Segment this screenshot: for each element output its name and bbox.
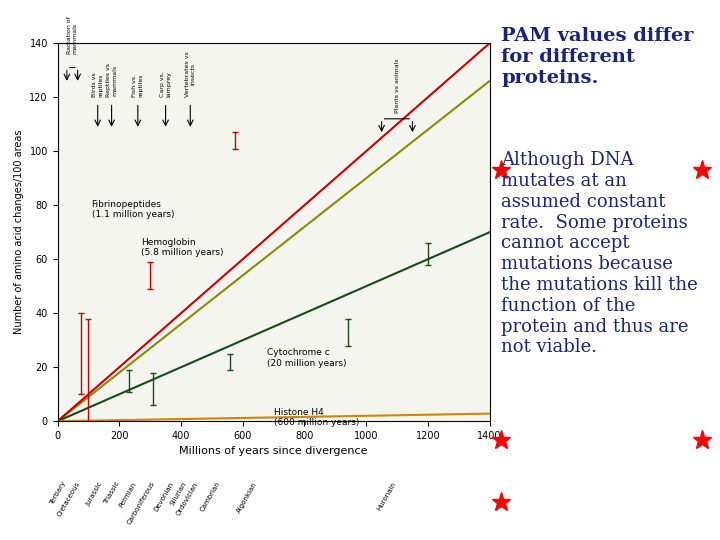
- Text: Histone H4
(600 million years): Histone H4 (600 million years): [274, 408, 359, 427]
- Text: PAM values differ
for different
proteins.: PAM values differ for different proteins…: [501, 27, 693, 86]
- Text: Fish vs.
reptiles: Fish vs. reptiles: [132, 73, 143, 97]
- Text: Although DNA
mutates at an
assumed constant
rate.  Some proteins
cannot accept
m: Although DNA mutates at an assumed const…: [501, 151, 698, 356]
- Text: Birds vs
reptiles: Birds vs reptiles: [92, 72, 103, 97]
- Text: Tertiary: Tertiary: [48, 481, 67, 506]
- Text: Cretaceous: Cretaceous: [56, 481, 81, 518]
- Text: Plants vs animals: Plants vs animals: [395, 59, 400, 113]
- Text: Reptiles vs
mammals: Reptiles vs mammals: [107, 63, 117, 97]
- Text: Huronain: Huronain: [376, 481, 397, 511]
- X-axis label: Millions of years since divergence: Millions of years since divergence: [179, 447, 368, 456]
- Text: Silurian: Silurian: [168, 481, 187, 507]
- Text: Triassic: Triassic: [103, 481, 121, 505]
- Text: Carp vs.
lamprey: Carp vs. lamprey: [160, 71, 171, 97]
- Text: Vertebrates vs
insects: Vertebrates vs insects: [185, 51, 196, 97]
- Text: Cambrian: Cambrian: [199, 481, 221, 513]
- Text: Fibrinopeptides
(1.1 million years): Fibrinopeptides (1.1 million years): [91, 200, 174, 219]
- Text: Carboniferous: Carboniferous: [127, 481, 156, 526]
- Text: Ordovician: Ordovician: [176, 481, 199, 516]
- Text: Permian: Permian: [119, 481, 138, 508]
- Text: Algonkian: Algonkian: [235, 481, 258, 514]
- Text: Devonian: Devonian: [153, 481, 175, 512]
- Text: Radiation of
mammals: Radiation of mammals: [67, 16, 78, 54]
- Y-axis label: Number of amino acid changes/100 areas: Number of amino acid changes/100 areas: [14, 130, 24, 334]
- Text: Hemoglobin
(5.8 million years): Hemoglobin (5.8 million years): [141, 238, 223, 257]
- Text: Jurassic: Jurassic: [85, 481, 104, 507]
- Text: Cytochrome c
(20 million years): Cytochrome c (20 million years): [267, 348, 347, 368]
